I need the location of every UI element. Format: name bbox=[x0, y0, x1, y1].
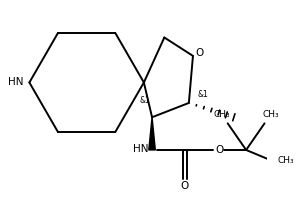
Text: CH₃: CH₃ bbox=[278, 156, 295, 165]
Text: &1: &1 bbox=[140, 96, 151, 105]
Text: HN: HN bbox=[8, 77, 24, 88]
Text: O: O bbox=[215, 145, 223, 155]
Text: O: O bbox=[195, 49, 204, 59]
Text: HN: HN bbox=[133, 144, 149, 154]
Polygon shape bbox=[149, 117, 155, 150]
Text: CH₃: CH₃ bbox=[213, 110, 230, 119]
Text: CH₃: CH₃ bbox=[262, 110, 279, 119]
Text: O: O bbox=[181, 181, 189, 191]
Text: &1: &1 bbox=[197, 90, 208, 99]
